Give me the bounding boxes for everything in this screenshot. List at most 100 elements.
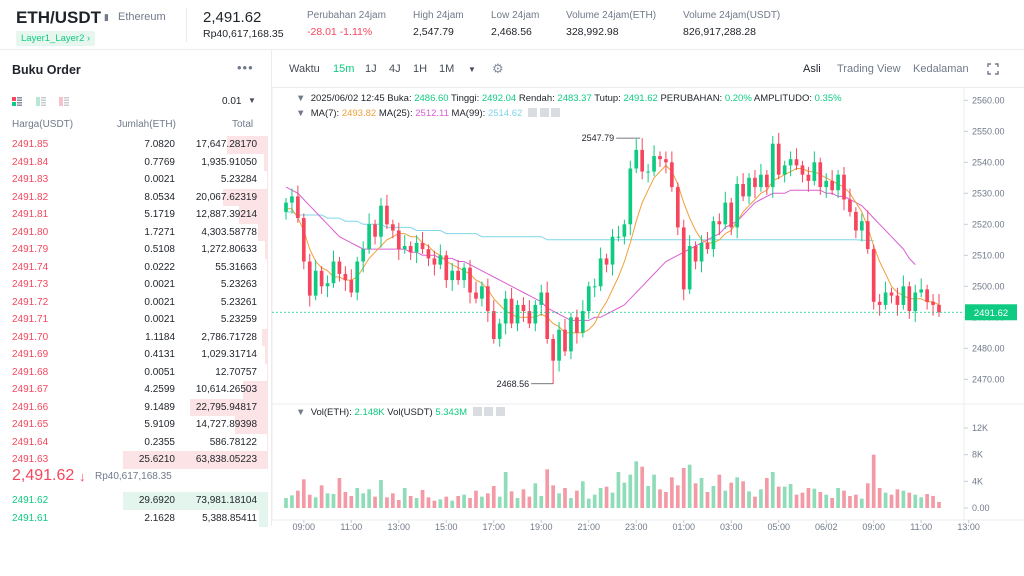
volume-bar bbox=[723, 490, 728, 508]
candle-body bbox=[563, 329, 567, 352]
bid-row[interactable]: 2491.61 2.1628 5,388.85411 bbox=[0, 509, 272, 527]
more-options-icon[interactable]: ••• bbox=[237, 60, 254, 75]
ma25-label: MA(25): bbox=[378, 108, 413, 119]
volume-settings-icon[interactable] bbox=[484, 407, 494, 416]
ask-row[interactable]: 2491.66 9.1489 22,795.94817 bbox=[0, 398, 272, 416]
volume-tick-label: 12K bbox=[972, 423, 988, 433]
volume-bar bbox=[776, 486, 781, 508]
ask-row[interactable]: 2491.65 5.9109 14,727.89398 bbox=[0, 416, 272, 434]
candle-body bbox=[889, 292, 894, 296]
candle-body bbox=[592, 286, 597, 288]
ask-row[interactable]: 2491.71 0.0021 5.23259 bbox=[0, 311, 272, 329]
candle-body bbox=[307, 261, 312, 296]
order-book-title: Buku Order bbox=[12, 63, 81, 77]
volume-bar bbox=[485, 493, 490, 508]
price-step-select[interactable]: 0.01 bbox=[222, 96, 242, 107]
ask-row[interactable]: 2491.82 8.0534 20,067.62319 bbox=[0, 188, 272, 206]
interval-4j[interactable]: 4J bbox=[389, 63, 401, 75]
volume-tick-label: 8K bbox=[972, 450, 983, 460]
interval-more-icon[interactable]: ▼ bbox=[468, 65, 476, 74]
legend-close-label: Tutup: bbox=[594, 93, 621, 104]
fullscreen-icon[interactable] bbox=[987, 63, 999, 75]
ask-row[interactable]: 2491.81 5.1719 12,887.39214 bbox=[0, 206, 272, 224]
ma-settings-icon[interactable] bbox=[539, 108, 549, 117]
candle-body bbox=[610, 236, 615, 265]
candle-body bbox=[545, 292, 550, 339]
ma-close-icon[interactable] bbox=[551, 108, 561, 117]
interval-1j[interactable]: 1J bbox=[365, 63, 377, 75]
ask-row[interactable]: 2491.64 0.2355 586.78122 bbox=[0, 433, 272, 451]
volume-bar bbox=[539, 496, 544, 508]
row-total: 73,981.18104 bbox=[195, 495, 257, 506]
candle-body bbox=[937, 304, 941, 313]
price-tick-label: 2480.00 bbox=[972, 343, 1005, 353]
candle-body bbox=[931, 301, 935, 305]
ask-row[interactable]: 2491.67 4.2599 10,614.26503 bbox=[0, 381, 272, 399]
candle-body bbox=[557, 329, 561, 361]
row-amount: 8.0534 bbox=[144, 191, 175, 203]
interval-15m[interactable]: 15m bbox=[333, 63, 355, 75]
ma-eye-icon[interactable] bbox=[527, 108, 537, 117]
candle-body bbox=[687, 246, 692, 290]
interval-1h[interactable]: 1H bbox=[413, 63, 428, 75]
settings-gear-icon[interactable]: ⚙ bbox=[492, 61, 504, 76]
view-bids-icon[interactable] bbox=[36, 97, 46, 106]
pair-name[interactable]: Ethereum bbox=[118, 11, 166, 23]
column-header-total: Total bbox=[232, 119, 254, 130]
volume-bar bbox=[296, 490, 300, 508]
row-price: 2491.68 bbox=[12, 366, 49, 378]
depth-bar bbox=[265, 241, 268, 259]
volume-bar bbox=[747, 491, 751, 508]
price-tick-label: 2560.00 bbox=[972, 95, 1005, 105]
interval-1m[interactable]: 1M bbox=[439, 63, 455, 75]
time-tick-label: 09:00 bbox=[293, 522, 316, 532]
ask-row[interactable]: 2491.79 0.5108 1,272.80633 bbox=[0, 241, 272, 259]
ask-row[interactable]: 2491.69 0.4131 1,029.31714 bbox=[0, 346, 272, 364]
candle-body bbox=[385, 205, 389, 225]
depth-bar bbox=[257, 223, 268, 241]
view-both-icon[interactable] bbox=[12, 97, 22, 106]
legend-open: 2486.60 bbox=[414, 93, 449, 104]
ask-row[interactable]: 2491.72 0.0021 5.23261 bbox=[0, 293, 272, 311]
legend-collapse-icon[interactable]: ▼ bbox=[296, 93, 306, 104]
ask-row[interactable]: 2491.68 0.0051 12.70757 bbox=[0, 363, 272, 381]
ask-row[interactable]: 2491.63 25.6210 63,838.05223 bbox=[0, 451, 272, 469]
ask-row[interactable]: 2491.80 1.7271 4,303.58778 bbox=[0, 223, 272, 241]
ask-row[interactable]: 2491.74 0.0222 55.31663 bbox=[0, 258, 272, 276]
candle-body bbox=[729, 202, 734, 228]
volume-bar bbox=[521, 489, 526, 508]
depth-bar bbox=[266, 433, 268, 451]
volume-bar bbox=[729, 482, 734, 508]
volume-eye-icon[interactable] bbox=[472, 407, 482, 416]
ask-row[interactable]: 2491.73 0.0021 5.23263 bbox=[0, 276, 272, 294]
view-asks-icon[interactable] bbox=[59, 97, 69, 106]
category-tag[interactable]: Layer1_Layer2 › bbox=[16, 31, 96, 46]
candle-body bbox=[485, 286, 490, 312]
bid-row[interactable]: 2491.62 29.6920 73,981.18104 bbox=[0, 492, 272, 510]
ask-row[interactable]: 2491.83 0.0021 5.23284 bbox=[0, 171, 272, 189]
volume-bar bbox=[551, 485, 555, 508]
candle-body bbox=[670, 162, 674, 188]
volume-bar bbox=[699, 478, 704, 508]
candle-body bbox=[598, 258, 603, 287]
caret-down-icon[interactable]: ▼ bbox=[248, 96, 256, 105]
row-amount: 0.5108 bbox=[144, 244, 175, 255]
stat-volume-eth-value: 328,992.98 bbox=[566, 26, 619, 38]
volume-close-icon[interactable] bbox=[495, 407, 505, 416]
view-original-tab[interactable]: Asli bbox=[803, 63, 821, 75]
candlestick-chart[interactable]: 2470.002480.002490.002500.002510.002520.… bbox=[272, 88, 1024, 576]
volume-bar bbox=[770, 472, 775, 508]
pair-symbol[interactable]: ETH/USDT bbox=[16, 8, 101, 27]
ask-row[interactable]: 2491.70 1.1184 2,786.71728 bbox=[0, 328, 272, 346]
ma-collapse-icon[interactable]: ▼ bbox=[296, 108, 306, 119]
ask-row[interactable]: 2491.85 7.0820 17,647.28170 bbox=[0, 136, 272, 154]
candle-body bbox=[765, 174, 769, 188]
view-tradingview-tab[interactable]: Trading View bbox=[837, 63, 901, 75]
volume-collapse-icon[interactable]: ▼ bbox=[296, 407, 306, 418]
candle-body bbox=[628, 168, 633, 225]
document-icon[interactable]: ▮ bbox=[104, 12, 109, 22]
ask-row[interactable]: 2491.84 0.7769 1,935.91050 bbox=[0, 153, 272, 171]
view-depth-tab[interactable]: Kedalaman bbox=[913, 63, 969, 75]
volume-bar bbox=[622, 482, 627, 508]
stat-volume-eth-label: Volume 24jam(ETH) bbox=[566, 10, 657, 21]
